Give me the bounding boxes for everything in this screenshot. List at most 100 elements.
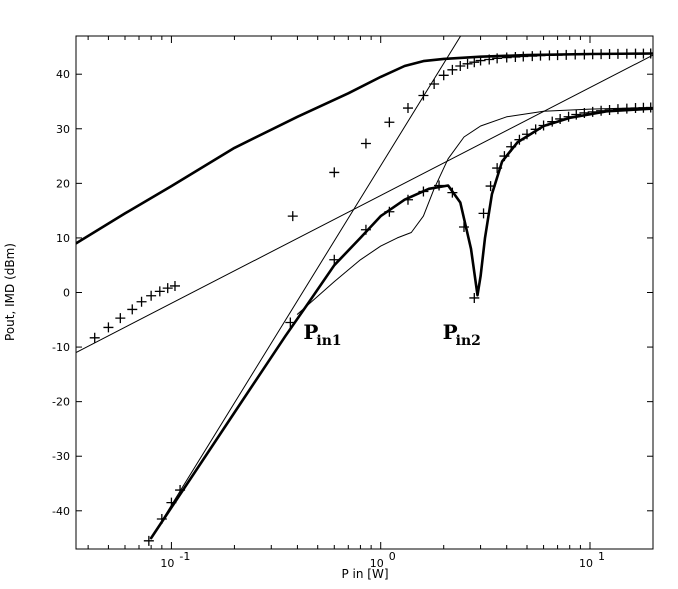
data-point bbox=[89, 332, 100, 343]
series-lower-fundamental-measured bbox=[89, 280, 180, 343]
series-imd-measured bbox=[143, 102, 653, 546]
x-axis-label: P in [W] bbox=[341, 567, 388, 581]
data-point bbox=[492, 53, 503, 64]
data-point bbox=[579, 107, 590, 118]
y-tick-label: 20 bbox=[56, 177, 70, 190]
data-point bbox=[612, 48, 623, 59]
data-point bbox=[535, 50, 546, 61]
data-point bbox=[447, 64, 458, 75]
data-point bbox=[462, 58, 473, 69]
series-fundamental-asymptote bbox=[150, 36, 462, 539]
x-tick-exponent: -1 bbox=[179, 550, 190, 563]
data-point bbox=[538, 120, 549, 131]
data-point bbox=[154, 286, 165, 297]
data-point bbox=[329, 167, 340, 178]
data-point bbox=[514, 134, 525, 145]
plot-frame bbox=[75, 35, 654, 550]
data-point bbox=[455, 61, 466, 72]
data-point bbox=[555, 113, 566, 124]
annotation-main: P bbox=[443, 320, 458, 344]
data-point bbox=[162, 283, 173, 294]
data-point bbox=[127, 304, 138, 315]
annotation-main: P bbox=[303, 320, 318, 344]
y-tick-label: -10 bbox=[52, 341, 70, 354]
data-point bbox=[604, 104, 615, 115]
data-point bbox=[612, 104, 623, 115]
x-axis-ticks: 10 -1 10 0 10 1 bbox=[87, 36, 654, 570]
y-tick-label: -20 bbox=[52, 396, 70, 409]
x-tick-label: 10 bbox=[370, 557, 384, 570]
data-point bbox=[469, 57, 480, 68]
data-point bbox=[518, 51, 529, 62]
x-tick-exponent: 1 bbox=[598, 550, 605, 563]
data-point bbox=[287, 211, 298, 222]
data-point bbox=[169, 280, 180, 291]
series-lower-fundamental-asymptote bbox=[76, 54, 653, 353]
data-point bbox=[166, 497, 177, 508]
x-tick-label: 10 bbox=[579, 557, 593, 570]
annotation-subscript: in1 bbox=[316, 333, 341, 349]
data-point bbox=[360, 138, 371, 149]
series-layer bbox=[76, 36, 653, 546]
data-point bbox=[563, 111, 574, 122]
data-point bbox=[621, 103, 632, 114]
data-point bbox=[501, 52, 512, 63]
data-point bbox=[547, 116, 558, 127]
data-point bbox=[434, 180, 445, 191]
data-point bbox=[604, 49, 615, 60]
data-point bbox=[621, 48, 632, 59]
data-point bbox=[103, 322, 114, 333]
data-point bbox=[506, 141, 517, 152]
data-point bbox=[499, 151, 510, 162]
data-point bbox=[475, 55, 486, 66]
data-point bbox=[156, 513, 167, 524]
data-point bbox=[484, 54, 495, 65]
data-point bbox=[552, 50, 563, 61]
data-point bbox=[530, 124, 541, 135]
data-point bbox=[587, 49, 598, 60]
data-point bbox=[418, 186, 429, 197]
data-point bbox=[447, 187, 458, 198]
y-tick-label: 10 bbox=[56, 232, 70, 245]
data-point bbox=[329, 254, 340, 265]
data-point bbox=[645, 102, 653, 113]
data-point bbox=[485, 181, 496, 192]
data-point bbox=[146, 290, 157, 301]
y-tick-label: -40 bbox=[52, 505, 70, 518]
data-point bbox=[478, 208, 489, 219]
series-imd-curve-b bbox=[296, 107, 653, 315]
data-point bbox=[469, 292, 480, 303]
y-tick-label: 30 bbox=[56, 123, 70, 136]
data-point bbox=[384, 117, 395, 128]
data-point bbox=[402, 103, 413, 114]
data-point bbox=[571, 109, 582, 120]
series-upper-fundamental bbox=[76, 52, 653, 245]
data-point bbox=[175, 485, 186, 496]
data-point bbox=[521, 129, 532, 140]
data-point bbox=[438, 70, 449, 81]
annotation-subscript: in2 bbox=[456, 333, 481, 349]
data-point bbox=[143, 535, 154, 546]
data-point bbox=[492, 163, 503, 174]
data-point bbox=[115, 313, 126, 324]
x-tick-label: 10 bbox=[160, 557, 174, 570]
x-tick-exponent: 0 bbox=[389, 550, 396, 563]
y-axis-ticks: -40 -30 -20 -10 0 10 20 30 40 bbox=[52, 68, 653, 518]
data-point bbox=[402, 194, 413, 205]
data-point bbox=[458, 222, 469, 233]
data-point bbox=[136, 296, 147, 307]
y-tick-label: -30 bbox=[52, 450, 70, 463]
data-point bbox=[596, 105, 607, 116]
y-tick-label: 0 bbox=[63, 287, 70, 300]
data-point bbox=[596, 49, 607, 60]
data-point bbox=[587, 106, 598, 117]
y-axis-label: Pout, IMD (dBm) bbox=[3, 243, 17, 341]
data-point bbox=[360, 224, 371, 235]
y-tick-label: 40 bbox=[56, 68, 70, 81]
data-point bbox=[570, 49, 581, 60]
data-point bbox=[285, 317, 296, 328]
